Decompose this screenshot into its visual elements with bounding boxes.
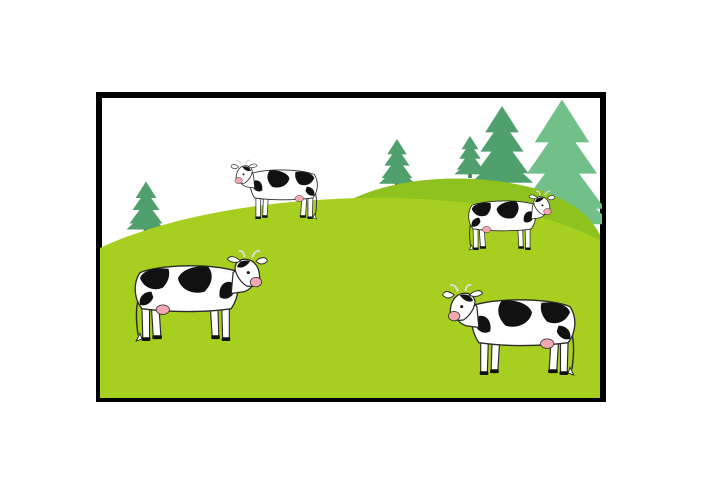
pasture-scene [96, 92, 606, 402]
